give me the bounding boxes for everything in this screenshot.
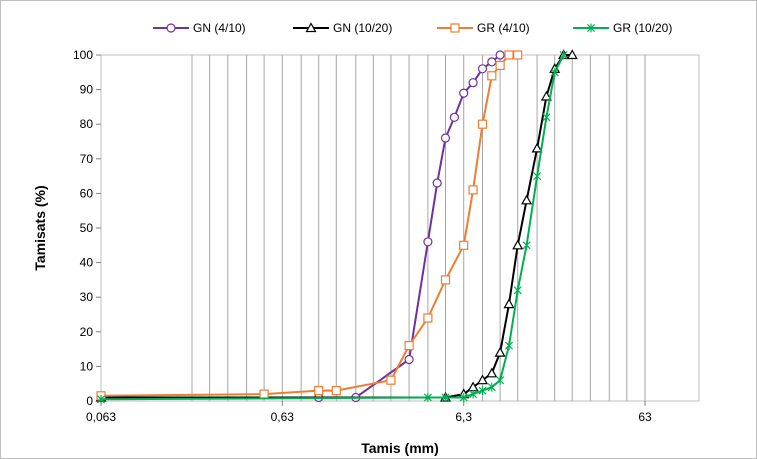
series-0-point-12 bbox=[495, 50, 505, 60]
legend-item-1: GN (10/20) bbox=[293, 21, 392, 35]
legend-label-0: GN (4/10) bbox=[193, 21, 246, 35]
series-3-point-1 bbox=[423, 393, 432, 402]
series-1-point-10 bbox=[531, 142, 543, 153]
series-3-point-5 bbox=[478, 386, 487, 395]
legend-label-1: GN (10/20) bbox=[333, 21, 392, 35]
series-0-point-7 bbox=[449, 112, 459, 122]
series-2-point-2 bbox=[314, 386, 324, 396]
series-3 bbox=[96, 50, 568, 404]
legend-marker-2 bbox=[450, 23, 460, 33]
y-tick-label-9: 90 bbox=[80, 83, 94, 97]
series-0-line bbox=[101, 54, 501, 399]
series-2-point-11 bbox=[487, 71, 497, 81]
legend-item-0: GN (4/10) bbox=[153, 21, 246, 35]
y-axis-title: Tamisats (%) bbox=[32, 185, 48, 270]
series-2-point-4 bbox=[386, 375, 396, 385]
series-0-point-11 bbox=[487, 57, 497, 67]
series-3-point-13 bbox=[550, 67, 559, 77]
series-2-line bbox=[100, 54, 518, 397]
series-2-point-14 bbox=[513, 50, 523, 60]
series-2-point-12 bbox=[495, 60, 505, 71]
series-3-point-0 bbox=[96, 394, 106, 404]
y-tick-label-1: 10 bbox=[80, 359, 94, 373]
x-tick-label-3: 63 bbox=[638, 410, 652, 424]
series-0-point-8 bbox=[459, 88, 469, 98]
series-3-point-4 bbox=[469, 389, 478, 399]
series-0-point-3 bbox=[404, 354, 414, 365]
series-3-point-3 bbox=[459, 393, 468, 402]
y-tick-label-10: 100 bbox=[73, 48, 93, 62]
y-tick-label-3: 30 bbox=[80, 290, 94, 304]
series-0-point-5 bbox=[432, 178, 442, 188]
axis-layer: 0 10 20 30 40 50 60 70 80 90 100 0,063 0,63 6,3 63 bbox=[73, 48, 700, 424]
series-1-point-9 bbox=[521, 194, 533, 205]
y-tick-label-0: 0 bbox=[86, 394, 93, 408]
series-3-line bbox=[100, 54, 565, 401]
series-2-point-7 bbox=[440, 275, 451, 285]
grid-layer bbox=[191, 55, 646, 401]
series-0-point-6 bbox=[440, 133, 451, 143]
series-0 bbox=[96, 50, 505, 403]
legend-item-3: GR (10/20) bbox=[573, 21, 672, 35]
series-1-point-14 bbox=[566, 49, 578, 60]
series-0-point-4 bbox=[423, 237, 433, 247]
y-tick-label-7: 70 bbox=[80, 152, 94, 166]
series-2-point-3 bbox=[331, 386, 341, 396]
series-1-point-6 bbox=[494, 346, 506, 357]
legend-marker-0 bbox=[166, 23, 176, 33]
legend-item-2: GR (4/10) bbox=[437, 21, 530, 35]
series-1-point-5 bbox=[486, 367, 498, 378]
x-tick-label-0: 0,063 bbox=[86, 410, 116, 424]
y-tick-label-5: 50 bbox=[80, 221, 94, 235]
series-3-point-8 bbox=[504, 341, 514, 350]
series-2-point-9 bbox=[468, 185, 478, 195]
series-3-point-9 bbox=[513, 285, 522, 295]
series-1-point-4 bbox=[476, 374, 489, 385]
series-3-point-14 bbox=[559, 50, 568, 60]
y-tick-label-4: 40 bbox=[80, 256, 94, 270]
series-layer bbox=[95, 49, 578, 404]
series-3-point-11 bbox=[533, 171, 542, 181]
series-1-point-11 bbox=[540, 90, 552, 101]
series-3-point-10 bbox=[522, 240, 531, 250]
y-tick-label-2: 20 bbox=[80, 325, 94, 339]
series-1-point-8 bbox=[512, 239, 524, 250]
legend-marker-3 bbox=[586, 23, 596, 33]
series-2-point-1 bbox=[259, 389, 269, 399]
series-3-point-2 bbox=[441, 393, 450, 402]
series-2-point-6 bbox=[423, 313, 433, 323]
series-3-point-7 bbox=[496, 375, 505, 385]
x-tick-label-1: 0,63 bbox=[271, 410, 295, 424]
series-2 bbox=[96, 50, 523, 401]
legend: GN (4/10) GN (10/20) GR (4/10) GR (10/20) bbox=[153, 21, 672, 35]
legend-label-2: GR (4/10) bbox=[477, 21, 530, 35]
x-axis-title: Tamis (mm) bbox=[361, 440, 439, 456]
y-tick-label-8: 80 bbox=[80, 117, 94, 131]
series-2-point-10 bbox=[477, 119, 488, 129]
x-tick-label-2: 6,3 bbox=[455, 410, 472, 424]
series-3-point-12 bbox=[542, 112, 551, 122]
series-0-point-10 bbox=[477, 64, 488, 74]
series-2-point-13 bbox=[504, 50, 514, 60]
y-tick-label-6: 60 bbox=[80, 186, 94, 200]
series-3-point-6 bbox=[487, 382, 496, 392]
series-2-point-5 bbox=[404, 341, 414, 351]
series-0-point-9 bbox=[468, 78, 478, 88]
legend-marker-1 bbox=[305, 22, 317, 33]
series-1-point-7 bbox=[503, 298, 515, 309]
series-2-point-8 bbox=[459, 240, 469, 250]
legend-label-3: GR (10/20) bbox=[613, 21, 672, 35]
